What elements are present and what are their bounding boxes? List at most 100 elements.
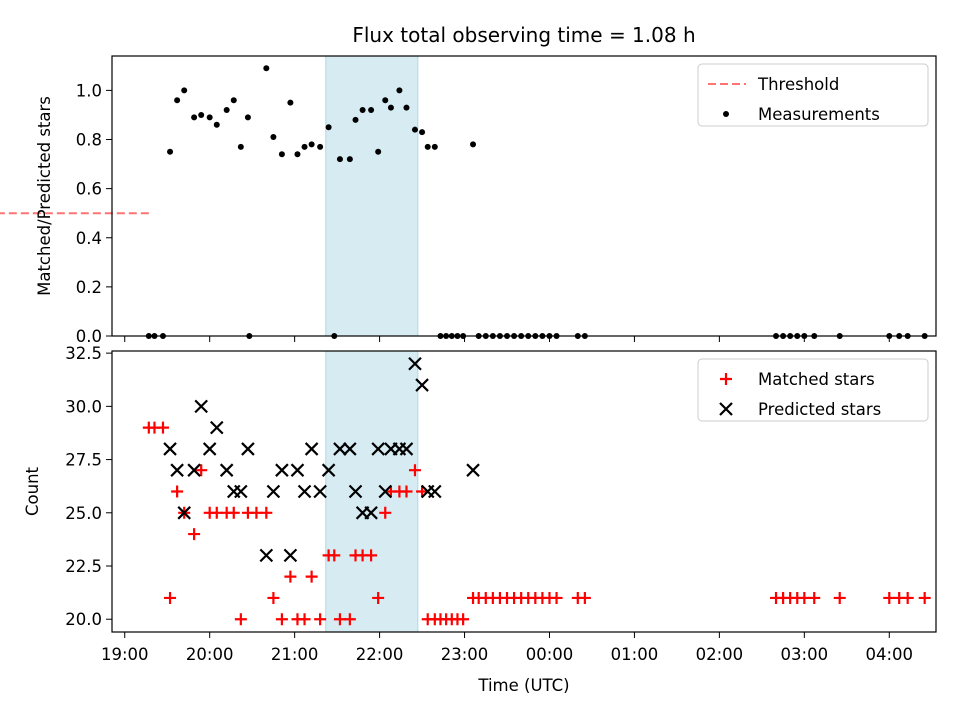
measurement-point [368, 107, 375, 114]
y-tick-label: 25.0 [65, 504, 102, 523]
predicted-star-point [241, 442, 255, 456]
matched-star-point [234, 613, 247, 626]
y-tick-label: 32.5 [65, 344, 102, 363]
y-axis-label: Count [23, 466, 42, 516]
measurement-point [191, 114, 198, 121]
y-tick-label: 0.6 [76, 180, 102, 199]
measurement-point [403, 104, 410, 111]
measurement-point [424, 143, 431, 150]
predicted-star-point [304, 442, 319, 456]
x-tick-label: 01:00 [611, 645, 659, 664]
matched-star-point [918, 591, 931, 604]
measurement-point [206, 114, 213, 121]
matched-star-point [457, 613, 470, 626]
y-tick-label: 27.5 [65, 451, 102, 470]
y-tick-label: 30.0 [65, 397, 102, 416]
y-tick-label: 0.8 [76, 131, 102, 150]
predicted-star-point [428, 484, 442, 499]
legend-label: Predicted stars [758, 400, 881, 419]
legend-frame [697, 358, 929, 422]
x-tick-label: 02:00 [696, 645, 744, 664]
predicted-star-point [343, 442, 357, 456]
matched-star-point [379, 506, 392, 519]
series-predicted-stars [163, 356, 480, 563]
predicted-star-point [275, 463, 289, 477]
predicted-star-point [266, 484, 281, 499]
measurement-point [213, 121, 220, 128]
panel-2: 20.0 22.5 25.0 27.5 30.0 32.5 19:00 20:00 21:00 2… [23, 344, 937, 664]
matched-star-point [901, 591, 914, 604]
measurement-point [270, 134, 277, 141]
predicted-star-point [364, 506, 378, 520]
matched-star-point [808, 591, 821, 604]
predicted-star-point [371, 442, 385, 456]
matched-star-point [372, 591, 385, 604]
y-tick-label: 0.2 [76, 278, 102, 297]
measurement-point [352, 116, 359, 123]
predicted-star-point [177, 506, 191, 520]
predicted-star-point [415, 378, 429, 392]
measurement-point [181, 87, 188, 94]
predicted-star-point [219, 463, 234, 477]
predicted-star-point [194, 399, 208, 414]
measurement-point [244, 114, 251, 121]
predicted-star-point [202, 442, 217, 456]
y-tick-label: 20.0 [65, 610, 102, 629]
series-matched-stars [142, 421, 931, 626]
matched-star-point [188, 528, 201, 541]
predicted-star-point [234, 484, 248, 499]
matched-star-point [275, 613, 288, 626]
measurement-point [230, 97, 237, 104]
x-tick-label: 23:00 [441, 645, 489, 664]
matched-star-point [400, 485, 413, 498]
matched-star-point [314, 613, 327, 626]
matched-star-point [416, 485, 429, 498]
y-tick-label: 22.5 [65, 557, 102, 576]
measurement-point [278, 151, 285, 158]
matched-star-point [260, 506, 273, 519]
measurement-point [325, 124, 332, 131]
matched-star-point [284, 570, 297, 583]
y-tick-label: 1.0 [76, 81, 102, 100]
y-tick-label: 0.0 [76, 327, 102, 346]
legend-label: Threshold [757, 75, 839, 94]
measurement-point [174, 97, 181, 104]
measurement-point [198, 111, 205, 118]
predicted-star-point [187, 463, 201, 477]
predicted-star-point [313, 484, 327, 499]
measurement-point [287, 99, 294, 106]
matched-star-point [227, 506, 240, 519]
legend-label: Measurements [758, 105, 880, 124]
panel-1: 0.0 0.2 0.4 0.6 0.8 1.0 Matched/Predicted star… [0, 55, 937, 346]
legend: Matched stars Predicted stars [697, 358, 929, 422]
measurement-point [359, 107, 366, 114]
matched-star-point [171, 485, 184, 498]
x-tick-label: 03:00 [781, 645, 829, 664]
x-tick-label: 00:00 [526, 645, 574, 664]
measurement-point [223, 107, 230, 114]
matched-star-point [298, 613, 311, 626]
measurement-point [346, 156, 353, 163]
measurement-point [167, 148, 174, 155]
predicted-star-point [408, 356, 422, 371]
predicted-star-point [297, 484, 312, 499]
measurement-point [301, 143, 308, 150]
matched-star-point [305, 570, 318, 583]
plot-frame [111, 350, 937, 633]
measurement-point [317, 143, 324, 150]
matched-star-point [195, 464, 208, 477]
measurement-point [411, 126, 418, 133]
matched-star-point [550, 591, 563, 604]
measurement-point [431, 143, 438, 150]
measurement-point [382, 97, 389, 104]
predicted-star-point [333, 442, 347, 456]
matched-star-point [156, 421, 169, 434]
predicted-star-point [399, 442, 414, 456]
predicted-star-point [283, 548, 298, 563]
matched-star-point [343, 613, 356, 626]
measurement-point [396, 87, 403, 94]
predicted-star-point [348, 484, 363, 499]
x-tick-label: 21:00 [271, 645, 319, 664]
legend-label: Matched stars [758, 370, 875, 389]
